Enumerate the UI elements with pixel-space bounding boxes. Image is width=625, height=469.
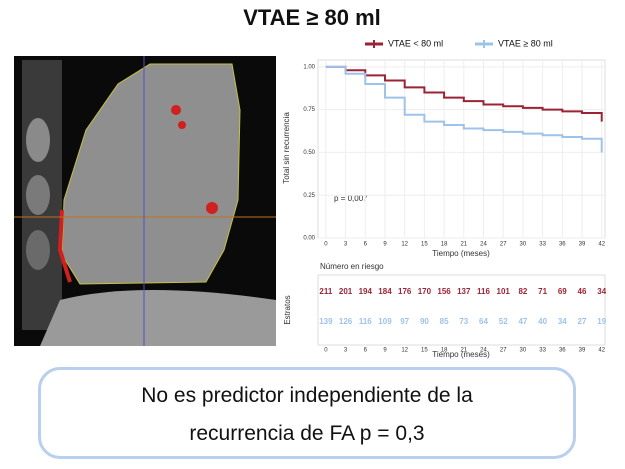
- y-tick-label: 0.25: [303, 193, 315, 199]
- risk-count: 139: [319, 317, 333, 326]
- risk-x-tick-label: 33: [539, 348, 546, 354]
- x-tick-label: 3: [344, 242, 348, 248]
- legend-label: VTAE < 80 ml: [388, 38, 443, 48]
- risk-x-tick-label: 27: [500, 348, 507, 354]
- risk-count: 71: [538, 287, 547, 296]
- risk-count: 176: [398, 287, 412, 296]
- risk-table-y-label: Estratos: [283, 295, 292, 324]
- risk-x-tick-label: 21: [460, 348, 467, 354]
- risk-count: 211: [319, 287, 332, 296]
- risk-count: 73: [459, 317, 468, 326]
- x-tick-label: 36: [559, 242, 566, 248]
- risk-count: 184: [378, 287, 392, 296]
- risk-count: 27: [578, 317, 587, 326]
- risk-count: 46: [578, 287, 587, 296]
- risk-x-tick-label: 42: [598, 348, 605, 354]
- x-tick-label: 39: [579, 242, 586, 248]
- risk-x-tick-label: 30: [520, 348, 527, 354]
- risk-count: 34: [558, 317, 567, 326]
- y-tick-label: 0.00: [303, 236, 315, 242]
- risk-count: 34: [597, 287, 606, 296]
- y-axis-label: Total sin recurrencia: [282, 112, 291, 184]
- risk-count: 52: [499, 317, 508, 326]
- x-tick-label: 15: [421, 242, 428, 248]
- x-tick-label: 30: [520, 242, 527, 248]
- x-tick-label: 24: [480, 242, 487, 248]
- page: {"title": "VTAE ≥ 80 ml", "conclusion": …: [0, 0, 625, 469]
- conclusion-line: recurrencia de FA p = 0,3: [41, 422, 573, 446]
- risk-x-tick-label: 3: [344, 348, 348, 354]
- x-tick-label: 12: [401, 242, 408, 248]
- risk-count: 170: [418, 287, 432, 296]
- x-axis-label: Tiempo (meses): [432, 249, 490, 258]
- risk-x-tick-label: 6: [364, 348, 368, 354]
- x-tick-label: 9: [383, 242, 387, 248]
- risk-count: 126: [339, 317, 353, 326]
- conclusion-box: No es predictor independiente de la recu…: [38, 367, 576, 459]
- risk-count: 201: [339, 287, 353, 296]
- x-tick-label: 0: [324, 242, 328, 248]
- risk-count: 156: [437, 287, 451, 296]
- x-tick-label: 42: [598, 242, 605, 248]
- y-tick-label: 1.00: [303, 64, 315, 70]
- x-tick-label: 33: [539, 242, 546, 248]
- x-tick-label: 21: [460, 242, 467, 248]
- risk-x-tick-label: 9: [383, 348, 387, 354]
- risk-x-tick-label: 0: [324, 348, 328, 354]
- legend-label: VTAE ≥ 80 ml: [498, 38, 553, 48]
- x-tick-label: 6: [364, 242, 368, 248]
- conclusion-line: No es predictor independiente de la: [41, 384, 573, 408]
- risk-x-tick-label: 36: [559, 348, 566, 354]
- y-tick-label: 0.75: [303, 107, 315, 113]
- km-chart: Total sin recurrencia Tiempo (meses) p =…: [282, 60, 605, 359]
- risk-count: 97: [400, 317, 409, 326]
- risk-x-tick-label: 39: [579, 348, 586, 354]
- risk-x-tick-label: 24: [480, 348, 487, 354]
- slide-title: VTAE ≥ 80 ml: [243, 5, 381, 30]
- risk-x-tick-label: 18: [441, 348, 448, 354]
- risk-count: 69: [558, 287, 567, 296]
- ct-image: [14, 56, 276, 346]
- risk-count: 19: [597, 317, 606, 326]
- risk-count: 90: [420, 317, 429, 326]
- risk-count: 116: [359, 317, 372, 326]
- risk-count: 47: [518, 317, 527, 326]
- risk-count: 85: [440, 317, 449, 326]
- y-tick-label: 0.50: [303, 150, 315, 156]
- risk-count: 101: [497, 287, 511, 296]
- x-tick-label: 18: [441, 242, 448, 248]
- risk-count: 40: [538, 317, 547, 326]
- risk-table-title: Número en riesgo: [320, 262, 384, 271]
- risk-count: 64: [479, 317, 488, 326]
- x-tick-label: 27: [500, 242, 507, 248]
- risk-count: 109: [378, 317, 392, 326]
- risk-count: 194: [359, 287, 373, 296]
- risk-count: 82: [518, 287, 527, 296]
- risk-count: 116: [477, 287, 490, 296]
- risk-x-tick-label: 12: [401, 348, 408, 354]
- risk-count: 137: [457, 287, 471, 296]
- risk-x-tick-label: 15: [421, 348, 428, 354]
